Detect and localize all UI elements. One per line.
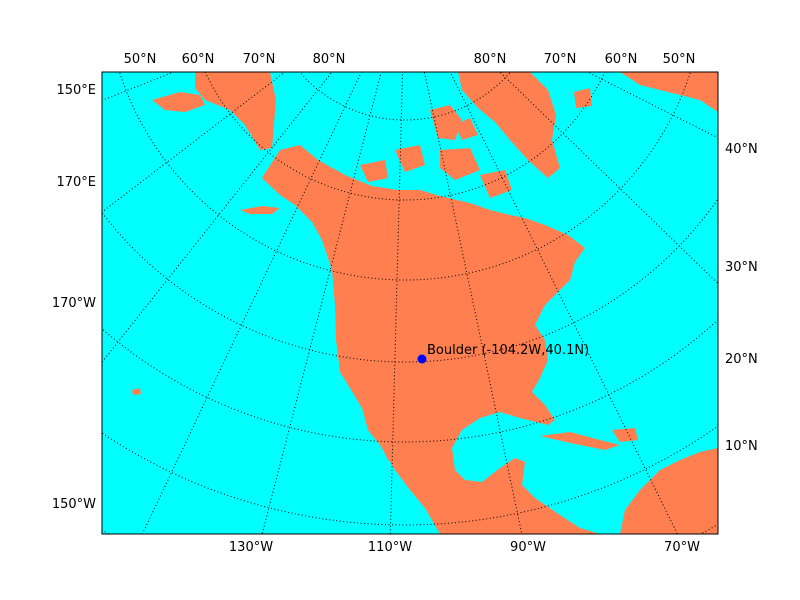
top-label-8: 50°N — [663, 52, 696, 67]
land-arctic-island-5 — [360, 160, 388, 182]
top-label-7: 60°N — [605, 52, 638, 67]
top-parallel-labels: 50°N 60°N 70°N 80°N 80°N 70°N 60°N 50°N — [124, 52, 696, 67]
left-meridian-labels: 150°E 170°E 170°W 150°W — [52, 83, 96, 512]
land-north-america — [262, 145, 600, 534]
right-label-2: 30°N — [725, 260, 758, 275]
right-parallel-labels: 40°N 30°N 20°N 10°N — [725, 142, 758, 454]
left-label-1: 150°E — [56, 83, 96, 98]
land-arctic-island-4 — [480, 170, 512, 198]
boulder-marker — [417, 354, 427, 364]
land-arctic-island-1 — [430, 105, 462, 140]
bottom-label-4: 70°W — [664, 540, 700, 555]
map-frame — [101, 71, 719, 535]
land-africa — [620, 448, 718, 534]
left-label-4: 150°W — [52, 497, 96, 512]
land-europe-north — [620, 72, 718, 112]
land-masses — [132, 72, 718, 534]
top-label-6: 70°N — [544, 52, 577, 67]
land-arctic-island-3 — [440, 148, 480, 180]
meridian-90w — [423, 72, 523, 534]
bottom-label-3: 90°W — [510, 540, 546, 555]
bottom-meridian-labels: 130°W 110°W 90°W 70°W — [229, 540, 700, 555]
top-label-5: 80°N — [474, 52, 507, 67]
top-label-4: 80°N — [313, 52, 346, 67]
top-label-1: 50°N — [124, 52, 157, 67]
land-cuba — [540, 432, 620, 450]
left-label-2: 170°E — [56, 175, 96, 190]
land-arctic-island-6 — [455, 118, 478, 140]
meridian-30w — [586, 72, 718, 139]
land-hawaii — [132, 388, 141, 395]
meridian-70w — [449, 72, 678, 534]
right-label-3: 20°N — [725, 352, 758, 367]
right-label-4: 10°N — [725, 439, 758, 454]
bottom-label-2: 110°W — [368, 540, 412, 555]
land-baja — [368, 410, 395, 462]
top-label-3: 70°N — [243, 52, 276, 67]
right-label-1: 40°N — [725, 142, 758, 157]
land-aleutian — [240, 206, 280, 214]
left-label-3: 170°W — [52, 296, 96, 311]
land-arctic-island-2 — [395, 145, 425, 172]
land-siberia-coast — [152, 92, 205, 112]
top-label-2: 60°N — [182, 52, 215, 67]
boulder-label: Boulder (-104.2W,40.1N) — [427, 343, 589, 358]
land-hispaniola — [612, 428, 638, 442]
land-cape-verde — [700, 460, 712, 472]
bottom-label-1: 130°W — [229, 540, 273, 555]
land-greenland — [458, 72, 560, 178]
